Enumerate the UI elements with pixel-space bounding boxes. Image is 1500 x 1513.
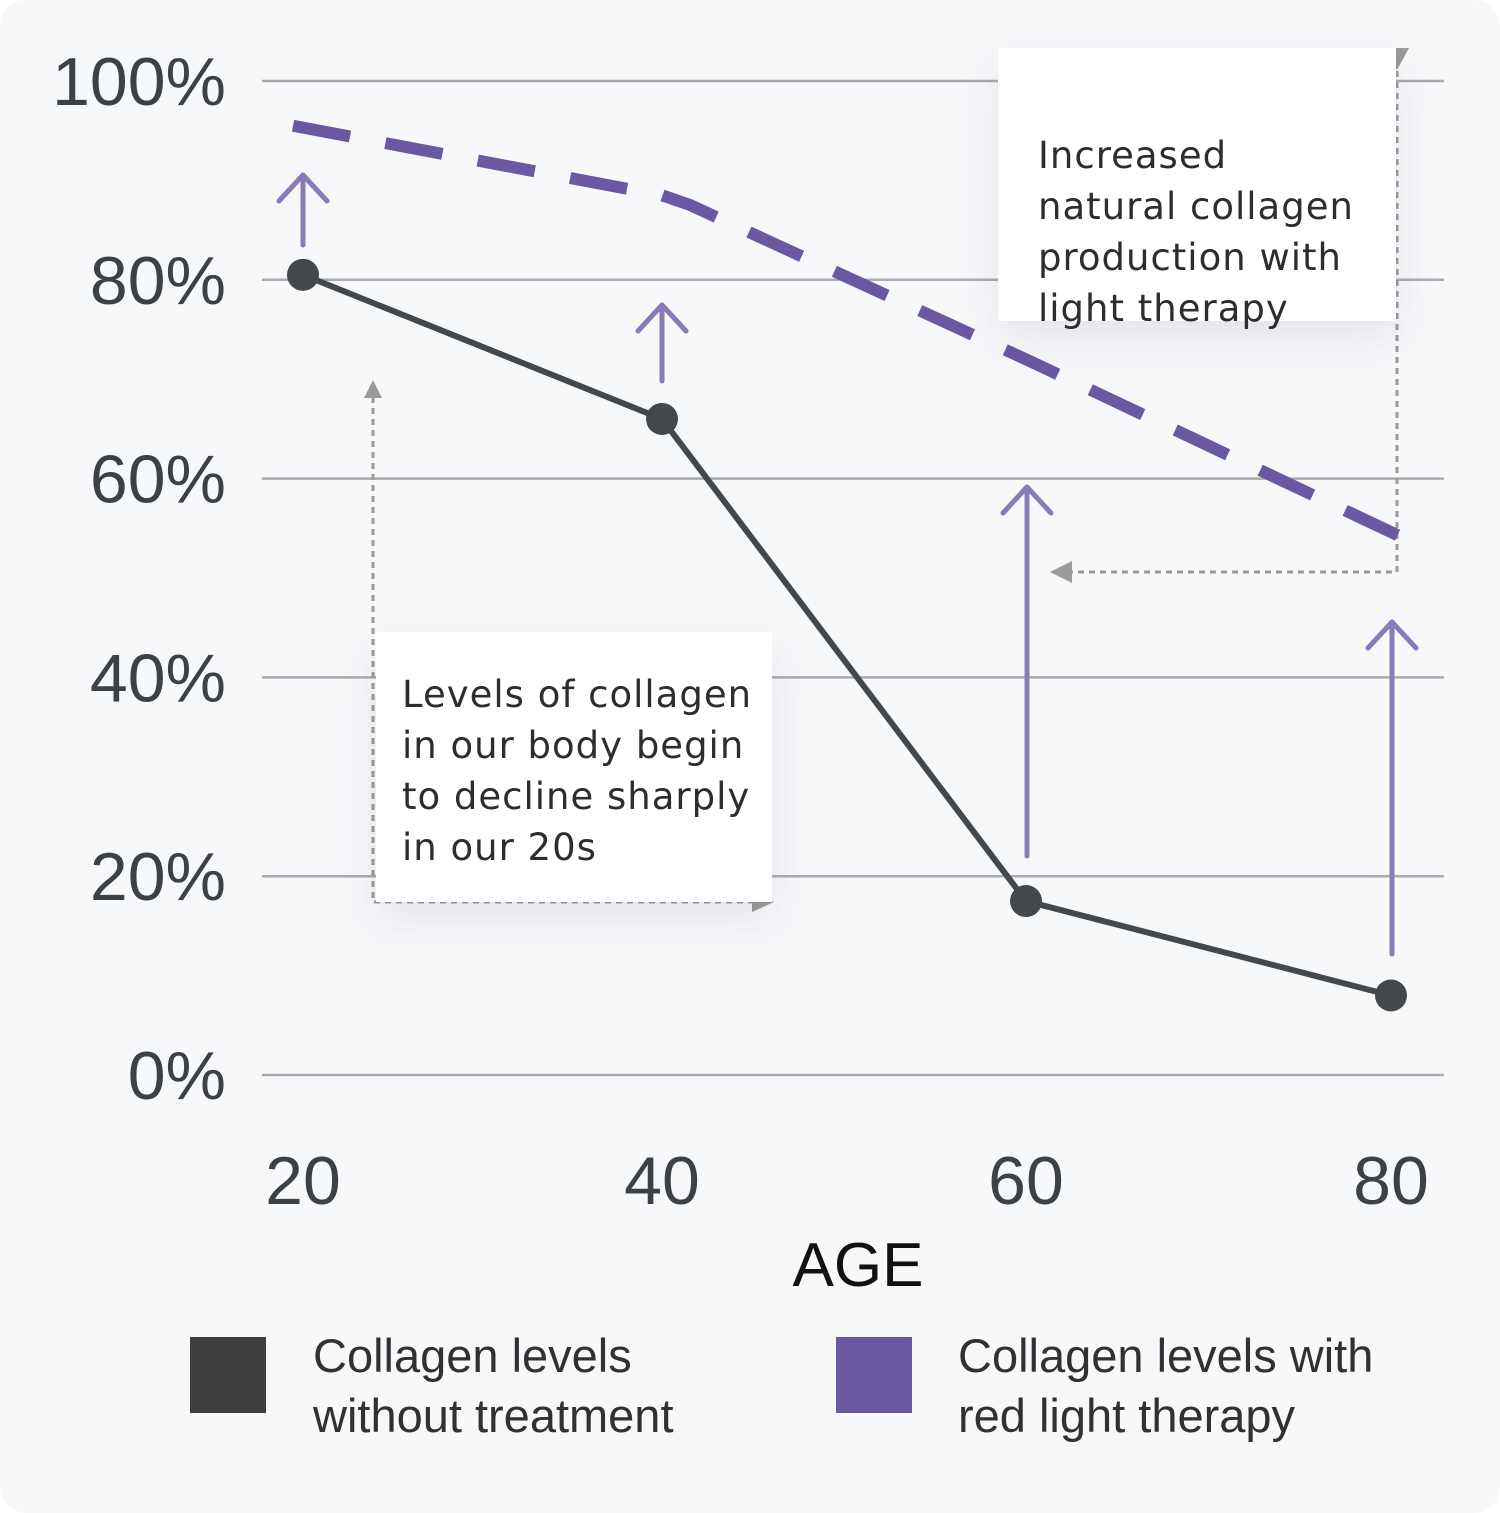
series-line-no-treatment [301, 272, 1392, 999]
legend-label-no-treatment: Collagen levels without treatment [313, 1326, 753, 1446]
legend-label-line: Collagen levels with [958, 1329, 1374, 1382]
annotation-increase-line: Increased [1038, 134, 1228, 177]
data-point-no-treatment [1010, 885, 1042, 918]
legend-label-therapy: Collagen levels with red light therapy [958, 1326, 1428, 1446]
annotation-decline: Levels of collagen in our body begin to … [376, 632, 772, 902]
x-tick-label: 40 [624, 1143, 700, 1219]
annotation-decline-line: in our body begin [402, 724, 745, 767]
legend-label-line: without treatment [313, 1389, 674, 1442]
data-point-no-treatment [287, 258, 319, 291]
y-tick-label: 60% [90, 442, 226, 518]
y-tick-label: 40% [90, 640, 226, 716]
annotation-increase: Increased natural collagen production wi… [998, 48, 1396, 330]
pointer-arrowhead [1050, 561, 1072, 583]
pointer-connector [371, 397, 760, 904]
data-point-no-treatment [646, 402, 678, 435]
annotation-increase-line: light therapy [1038, 287, 1289, 330]
x-axis-title: AGE [793, 1231, 924, 1300]
increase-arrowhead [1000, 484, 1054, 516]
annotation-increase-line: natural collagen [1038, 185, 1354, 228]
y-tick-label: 20% [90, 839, 226, 915]
legend-swatch-no-treatment [190, 1337, 266, 1413]
annotation-increase-line: production with [1038, 236, 1342, 279]
increase-arrowhead [635, 302, 689, 334]
y-tick-label: 80% [90, 243, 226, 319]
increase-arrowhead [1365, 619, 1419, 651]
x-tick-label: 20 [265, 1143, 341, 1219]
pointer-arrowhead [364, 380, 382, 398]
annotation-decline-line: in our 20s [402, 826, 597, 869]
annotation-decline-line: Levels of collagen [402, 673, 753, 716]
pointer-connector [1070, 60, 1399, 574]
x-tick-label: 60 [988, 1143, 1064, 1219]
y-tick-label: 100% [52, 44, 226, 120]
series-line-therapy [291, 119, 1407, 544]
x-tick-label: 80 [1353, 1143, 1429, 1219]
annotation-decline-line: to decline sharply [402, 775, 751, 818]
legend-label-line: Collagen levels [313, 1329, 632, 1382]
legend-label-line: red light therapy [958, 1389, 1296, 1442]
increase-arrowhead [276, 172, 330, 204]
y-tick-label: 0% [128, 1038, 226, 1114]
data-point-no-treatment [1375, 979, 1407, 1012]
legend-swatch-therapy [836, 1337, 912, 1413]
